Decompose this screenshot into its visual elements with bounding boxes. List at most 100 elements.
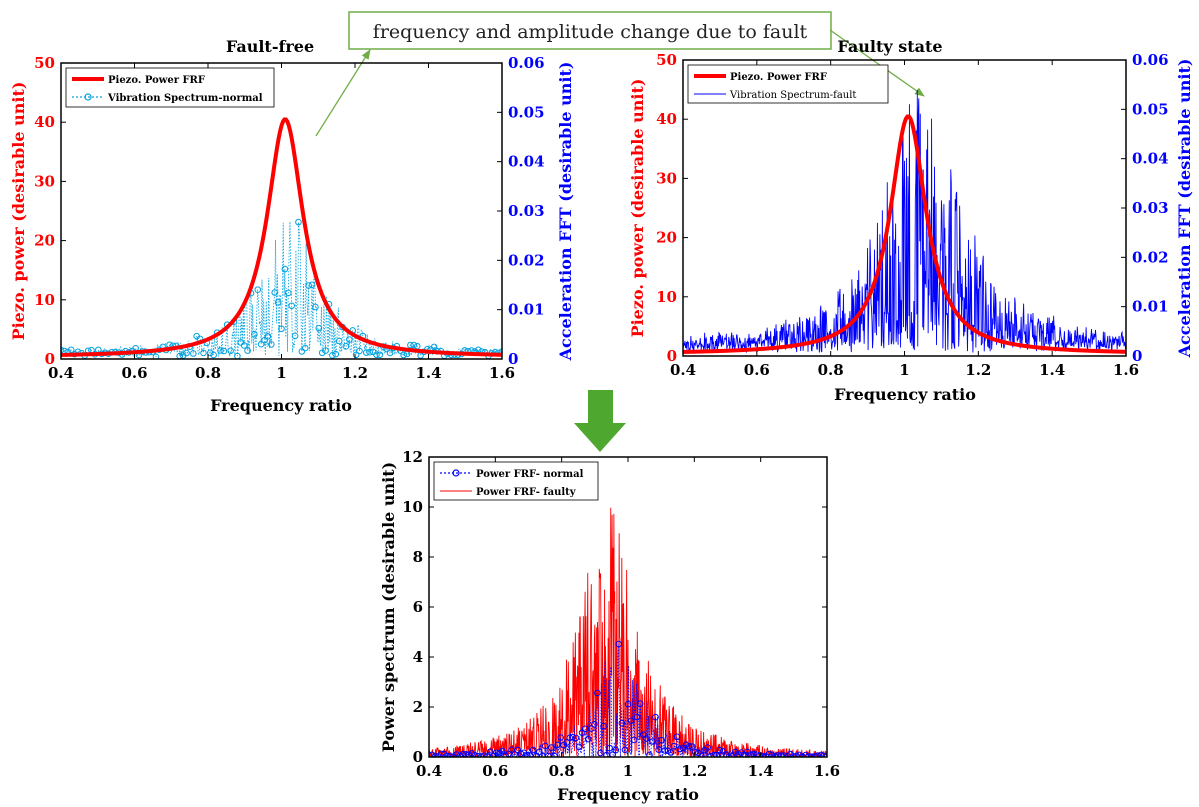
series-marker: [643, 735, 650, 742]
legend-label-vibration: Vibration Spectrum-fault: [729, 90, 856, 101]
y-tick-label-right: 0.05: [508, 103, 545, 121]
x-ticks: 0.4 0.6 0.8 1 1.2 1.4 1.6: [48, 63, 515, 382]
series-marker: [281, 265, 289, 273]
series-marker: [774, 752, 782, 757]
series-marker: [538, 752, 546, 757]
x-tick-label: 1.6: [489, 364, 515, 382]
x-axis-label: Frequency ratio: [210, 396, 352, 415]
series-marker: [254, 286, 262, 293]
x-axis-label: Frequency ratio: [557, 785, 699, 804]
series-marker: [716, 746, 724, 754]
series-marker: [661, 747, 669, 754]
series-marker: [545, 752, 552, 757]
series-marker: [346, 336, 353, 343]
series-marker: [400, 351, 407, 359]
series-line-piezo-power-frf: [683, 114, 1126, 354]
series-marker: [227, 347, 234, 355]
series-marker: [386, 349, 394, 357]
annotation-text: frequency and amplitude change due to fa…: [373, 21, 808, 43]
legend-label-vibration: Vibration Spectrum-normal: [107, 93, 263, 104]
series-marker: [636, 700, 644, 707]
series-marker: [261, 336, 268, 344]
y-tick-label-left: 8: [413, 548, 423, 566]
y-axis-label-left: Piezo. power (desirable unit): [9, 82, 28, 341]
x-tick-label: 0.6: [121, 364, 147, 382]
series-line-vibration-spectrum-normal: [61, 221, 502, 358]
series-marker: [627, 717, 635, 725]
x-tick-label: 1.2: [681, 762, 707, 780]
series-marker: [493, 749, 500, 757]
series-marker: [692, 749, 699, 756]
x-tick-label: 0.8: [195, 364, 221, 382]
series-marker: [633, 713, 641, 721]
annotation-box: [348, 11, 832, 50]
x-tick-label: 1: [623, 762, 633, 780]
series-marker: [704, 744, 711, 751]
legend-label-normal: Power FRF- normal: [476, 469, 584, 480]
series-marker: [288, 302, 295, 310]
series-marker: [315, 324, 323, 332]
series-marker: [67, 346, 75, 354]
x-tick-label: 0.8: [818, 361, 844, 379]
y-tick-label-left: 30: [34, 172, 55, 190]
x-tick-label: 1.2: [965, 361, 991, 379]
down-arrow: [574, 390, 626, 452]
down-arrow-shape: [574, 390, 626, 452]
series-marker: [722, 751, 730, 757]
series-marker: [332, 350, 340, 358]
plot-frame: [682, 59, 1127, 357]
series-marker: [308, 281, 316, 289]
x-tick-label: 0.4: [416, 762, 442, 780]
series-marker: [646, 751, 653, 757]
y-tick-label-right: 0.04: [1132, 150, 1169, 168]
annotation: frequency and amplitude change due to fa…: [315, 11, 925, 137]
series-marker: [430, 343, 438, 351]
series-marker: [572, 734, 580, 742]
series-marker: [508, 746, 515, 754]
series-marker: [649, 738, 656, 745]
series-marker: [244, 347, 251, 354]
series-marker: [312, 303, 319, 311]
series-marker: [322, 347, 329, 354]
y-tick-label-right: 0.06: [508, 54, 545, 72]
series-line-piezo-power-frf: [61, 117, 502, 357]
series-marker: [796, 751, 803, 757]
series-marker: [335, 337, 343, 345]
series-marker: [688, 743, 696, 750]
y-ticks-left: 0 2 4 6 8 10 12: [402, 448, 827, 766]
series-marker: [366, 348, 374, 356]
series-marker: [698, 752, 705, 757]
y-tick-label-right: 0.06: [1132, 51, 1169, 69]
legend-box: [433, 461, 599, 501]
series-marker: [356, 347, 363, 355]
x-tick-label: 0.4: [48, 364, 74, 382]
series-marker: [459, 751, 466, 757]
y-tick-label-left: 10: [656, 288, 677, 306]
series-marker: [278, 325, 285, 333]
legend-label-piezo: Piezo. Power FRF: [730, 72, 827, 83]
series-marker: [630, 736, 638, 744]
y-tick-label-left: 0: [413, 748, 423, 766]
y-tick-label-left: 40: [34, 113, 55, 131]
y-tick-label-left: 50: [656, 51, 677, 69]
series-marker: [363, 349, 370, 356]
series-marker: [621, 746, 629, 754]
series-marker: [526, 752, 534, 757]
series-marker: [587, 725, 595, 732]
series-marker: [597, 749, 604, 757]
series-marker: [210, 351, 217, 359]
series-marker: [569, 734, 577, 741]
plot-series-layer: [61, 117, 502, 359]
series-marker: [190, 350, 197, 357]
chart-faulty-state: Faulty state 0.4 0.6 0.8 1 1.2 1.4 1.6 0 10 20 30…: [628, 37, 1194, 404]
y-axis-label-right: Acceleration FFT (desirable unit): [556, 62, 575, 362]
legend-box: [65, 67, 275, 108]
series-marker: [584, 735, 592, 743]
annotation-arrow-left: [315, 49, 371, 137]
x-tick-label: 1.2: [342, 364, 368, 382]
x-tick-label: 1.6: [814, 762, 840, 780]
series-marker: [453, 751, 460, 757]
legend-marker-vibration: [84, 93, 92, 101]
series-marker: [284, 289, 292, 297]
series-marker: [615, 640, 623, 648]
